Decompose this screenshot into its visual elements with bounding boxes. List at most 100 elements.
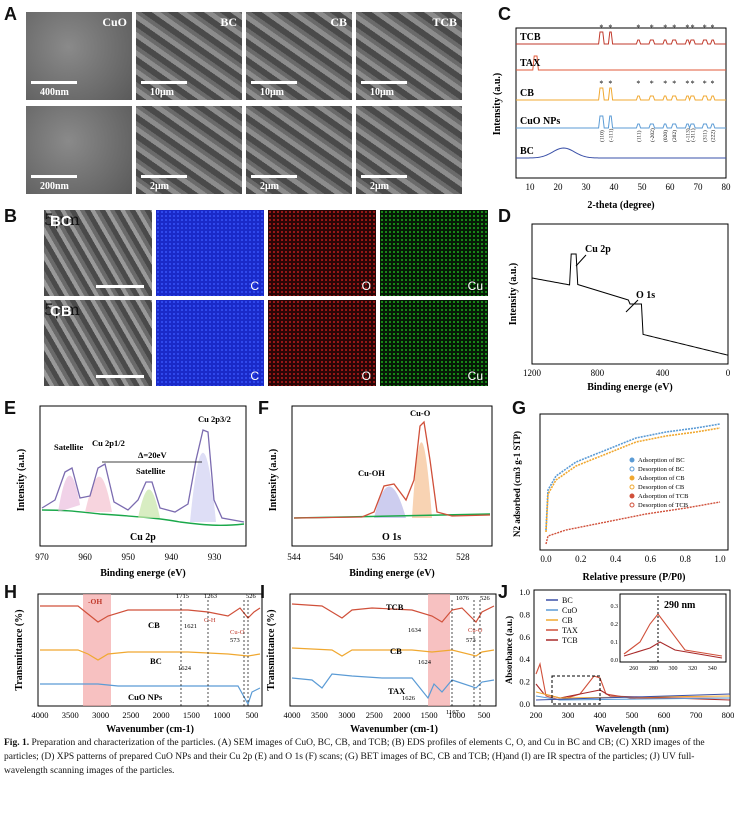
cu2p-xtick: 970 — [35, 552, 49, 562]
uv-inset-xtick: 320 — [688, 666, 697, 672]
xps-ann-cu2p: Cu 2p — [585, 244, 611, 255]
ir-h-oh2: O-H — [204, 617, 216, 624]
xrd-peak-star: * — [608, 24, 612, 32]
ir-i-cuo: Cu-O — [468, 627, 483, 634]
xrd-xtick: 50 — [638, 182, 648, 192]
ir-i-ylabel: Transmittance (%) — [266, 609, 277, 690]
o1s-xtick: 532 — [414, 552, 428, 562]
uv-inset-ytick: 0.1 — [611, 640, 619, 646]
eds-scale-label: 5μm — [44, 210, 80, 229]
bet-xtick: 0.0 — [540, 554, 552, 564]
uv-xtick: 300 — [562, 710, 575, 720]
sem-scale-label: 2μm — [260, 181, 279, 192]
uv-legend-label: TCB — [562, 636, 578, 645]
bet-legend-marker — [629, 475, 635, 481]
panel-letter-b: B — [4, 206, 17, 226]
ir-h-series-bc: BC — [150, 656, 162, 666]
eds-element-label: Cu — [467, 279, 483, 293]
eds-element-map: C — [156, 300, 264, 386]
sem-scale-label: 400nm — [40, 87, 69, 98]
eds-scale-label: 5μm — [44, 300, 80, 319]
sem-zoom-image: 200nm — [26, 106, 132, 194]
ir-i-1167: 1167 — [446, 709, 460, 716]
uv-ytick: 0.8 — [519, 609, 530, 619]
caption-label: Fig. 1. — [4, 738, 30, 748]
uv-inset-peak: 290 nm — [664, 600, 696, 611]
xrd-peak-star: * — [650, 79, 654, 88]
xrd-xlabel: 2-theta (degree) — [587, 200, 654, 211]
xps-ylabel: Intensity (a.u.) — [508, 263, 519, 326]
xrd-peak-star: * — [636, 79, 640, 88]
uv-legend-label: CB — [562, 616, 573, 625]
uv-inset-ytick: 0.0 — [611, 658, 619, 664]
xrd-peak-index: (111) — [635, 130, 642, 142]
xrd-peak-star: * — [691, 79, 695, 88]
ir-h-1263: 1263 — [204, 593, 217, 600]
xrd-peak-star: * — [663, 79, 667, 88]
eds-sem-image: BC 5μm — [44, 210, 152, 296]
sem-image: CuO 400nm — [26, 12, 132, 100]
uv-inset-xtick: 300 — [669, 666, 678, 672]
sem-label: TCB — [432, 15, 457, 29]
sem-label: CB — [330, 15, 347, 29]
xrd-xtick: 40 — [610, 182, 620, 192]
eds-sample-tag: BC — [50, 213, 72, 230]
ir-i-1626: 1626 — [402, 695, 416, 702]
uv-xtick: 700 — [690, 710, 703, 720]
sem-label: BC — [220, 15, 237, 29]
ir-h-573: 573 — [230, 637, 240, 644]
ir-h-xtick: 500 — [246, 710, 259, 720]
ir-h-526: 526 — [246, 593, 257, 600]
cu2p-ann-cu2p32: Cu 2p3/2 — [198, 414, 231, 424]
cu2p-xtick: 940 — [165, 552, 179, 562]
panel-letter-j: J — [498, 582, 509, 602]
eds-element-map: O — [268, 300, 376, 386]
xrd-peak-star: * — [650, 24, 654, 32]
xrd-series-label: CB — [520, 88, 534, 99]
xrd-series-label: TAX — [520, 58, 541, 69]
xrd-chart: * * * * * * * * * ** * * * * * * * * * (110) (-111) (111) (-2… — [492, 24, 731, 211]
sem-scale-label: 10μm — [260, 87, 284, 98]
sem-scale-label: 2μm — [370, 181, 389, 192]
uv-ytick: 0.4 — [519, 654, 530, 664]
panel-letter-c: C — [498, 4, 511, 24]
xrd-peak-index: (020) — [662, 130, 669, 142]
ir-h-series-cuo: CuO NPs — [128, 692, 163, 702]
xrd-peak-index: (-202) — [649, 128, 656, 142]
o1s-ann-cuoh: Cu-OH — [358, 468, 385, 478]
uv-inset-ytick: 0.2 — [611, 622, 619, 628]
xrd-peak-star: * — [685, 79, 689, 88]
xps-ann-o1s: O 1s — [636, 290, 655, 301]
bet-legend-marker — [629, 502, 635, 508]
ir-i-573: 573 — [466, 637, 476, 644]
bet-legend-marker — [629, 457, 635, 463]
cu2p-name: Cu 2p — [130, 532, 156, 543]
xrd-peak-star: * — [703, 24, 707, 32]
xrd-peak-star: * — [663, 24, 667, 32]
ir-h-1621: 1621 — [184, 623, 197, 630]
eds-element-map: O — [268, 210, 376, 296]
bet-chart: Adsorption of BC Desorption of BC Adsorpti… — [512, 413, 729, 583]
bet-legend-label: Desorption of TCB — [638, 502, 689, 509]
xrd-peak-star: * — [711, 79, 715, 88]
uv-xtick: 400 — [594, 710, 607, 720]
sem-image: CB 10μm — [246, 12, 352, 100]
cu2p-ann-sat1: Satellite — [54, 442, 83, 452]
uv-legend-label: CuO — [562, 606, 577, 615]
cu2p-xtick: 950 — [121, 552, 135, 562]
cu2p-xlabel: Binding energe (eV) — [100, 568, 186, 579]
xps-xtick: 0 — [726, 368, 731, 378]
uv-inset-xtick: 280 — [649, 666, 658, 672]
ir-i-1624: 1624 — [418, 659, 432, 666]
uv-ytick: 0.0 — [519, 699, 530, 709]
xrd-peak-index: (222) — [710, 130, 717, 142]
ir-i-series-tax: TAX — [388, 686, 406, 696]
uv-inset-xtick: 260 — [629, 666, 638, 672]
o1s-xtick: 528 — [456, 552, 470, 562]
sem-zoom-image: 2μm — [136, 106, 242, 194]
sem-scale-label: 2μm — [150, 181, 169, 192]
xrd-series-line — [516, 31, 726, 46]
bet-ylabel: N2 adsorbed (cm3 g-1 STP) — [512, 431, 522, 537]
xrd-peak-index: (202) — [671, 130, 678, 142]
